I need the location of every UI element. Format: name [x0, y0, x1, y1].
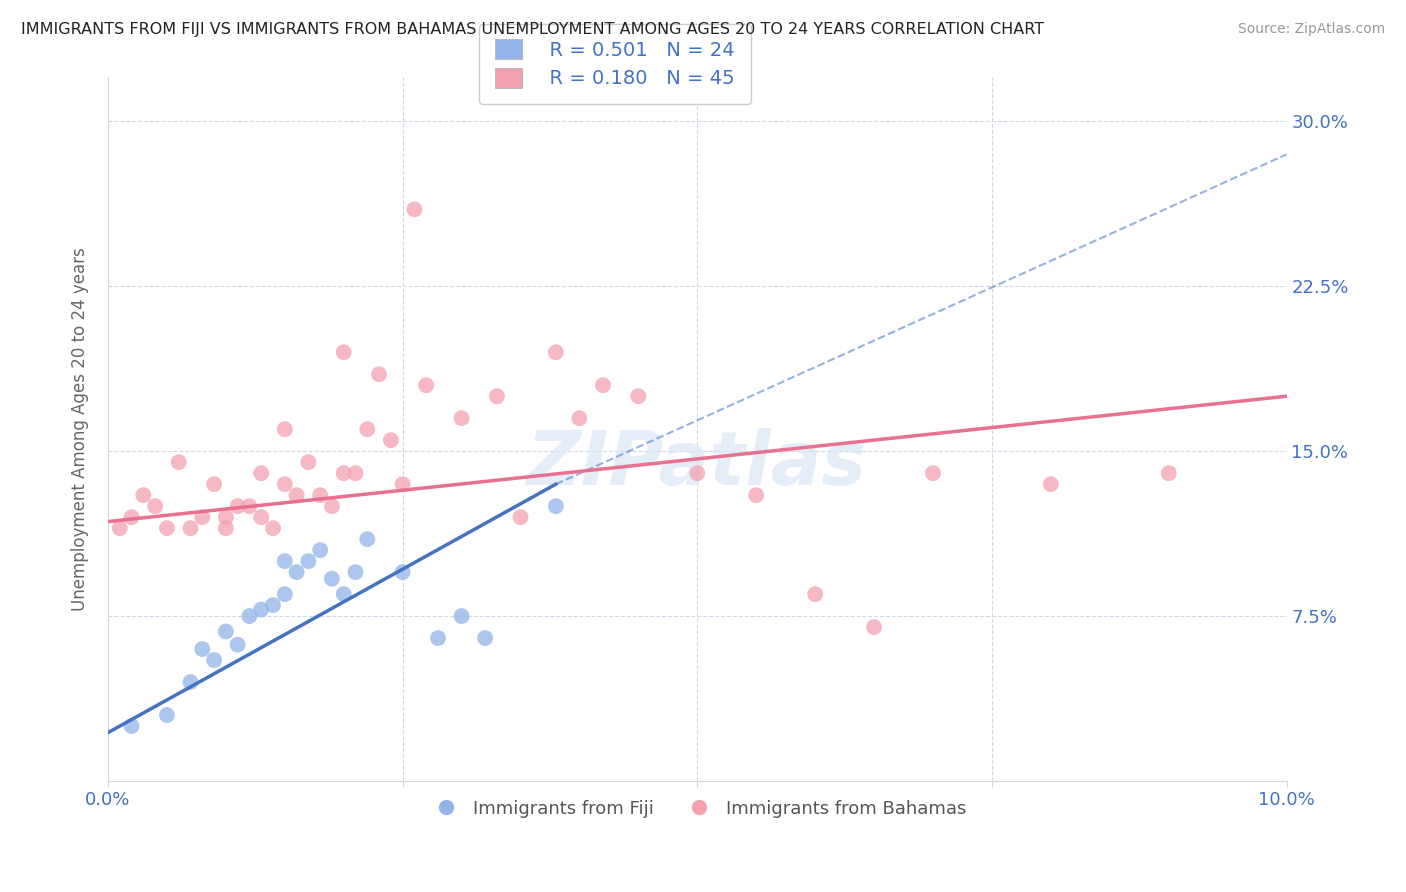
Point	[121, 510, 143, 524]
Point	[179, 521, 201, 535]
Point	[274, 554, 297, 568]
Point	[274, 477, 297, 491]
Point	[238, 499, 260, 513]
Point	[356, 532, 378, 546]
Point	[485, 389, 508, 403]
Point	[274, 422, 297, 436]
Point	[544, 499, 567, 513]
Point	[202, 477, 225, 491]
Point	[156, 521, 179, 535]
Point	[404, 202, 426, 217]
Point	[297, 554, 319, 568]
Point	[108, 521, 131, 535]
Point	[391, 477, 413, 491]
Point	[215, 624, 238, 639]
Point	[226, 638, 249, 652]
Point	[274, 587, 297, 601]
Point	[450, 609, 472, 624]
Point	[544, 345, 567, 359]
Point	[262, 521, 284, 535]
Point	[568, 411, 591, 425]
Point	[1039, 477, 1062, 491]
Point	[250, 466, 273, 480]
Point	[332, 587, 354, 601]
Point	[474, 631, 496, 645]
Point	[344, 466, 367, 480]
Point	[215, 521, 238, 535]
Point	[922, 466, 945, 480]
Point	[285, 565, 308, 579]
Point	[238, 609, 260, 624]
Text: Source: ZipAtlas.com: Source: ZipAtlas.com	[1237, 22, 1385, 37]
Point	[179, 675, 201, 690]
Point	[1157, 466, 1180, 480]
Y-axis label: Unemployment Among Ages 20 to 24 years: Unemployment Among Ages 20 to 24 years	[72, 247, 89, 611]
Point	[686, 466, 709, 480]
Point	[427, 631, 450, 645]
Point	[226, 499, 249, 513]
Point	[321, 572, 343, 586]
Point	[156, 708, 179, 723]
Point	[450, 411, 472, 425]
Point	[321, 499, 343, 513]
Point	[309, 543, 332, 558]
Point	[391, 565, 413, 579]
Point	[191, 510, 214, 524]
Text: ZIPatlas: ZIPatlas	[527, 428, 868, 501]
Legend: Immigrants from Fiji, Immigrants from Bahamas: Immigrants from Fiji, Immigrants from Ba…	[420, 792, 974, 825]
Point	[344, 565, 367, 579]
Point	[356, 422, 378, 436]
Point	[332, 345, 354, 359]
Point	[285, 488, 308, 502]
Point	[745, 488, 768, 502]
Point	[309, 488, 332, 502]
Point	[863, 620, 886, 634]
Point	[380, 434, 402, 448]
Point	[167, 455, 190, 469]
Point	[143, 499, 166, 513]
Point	[191, 642, 214, 657]
Point	[627, 389, 650, 403]
Point	[262, 598, 284, 612]
Point	[415, 378, 437, 392]
Point	[121, 719, 143, 733]
Point	[250, 510, 273, 524]
Point	[250, 602, 273, 616]
Point	[215, 510, 238, 524]
Point	[202, 653, 225, 667]
Point	[368, 368, 391, 382]
Point	[332, 466, 354, 480]
Point	[132, 488, 155, 502]
Point	[297, 455, 319, 469]
Point	[804, 587, 827, 601]
Point	[592, 378, 614, 392]
Text: IMMIGRANTS FROM FIJI VS IMMIGRANTS FROM BAHAMAS UNEMPLOYMENT AMONG AGES 20 TO 24: IMMIGRANTS FROM FIJI VS IMMIGRANTS FROM …	[21, 22, 1045, 37]
Point	[509, 510, 531, 524]
